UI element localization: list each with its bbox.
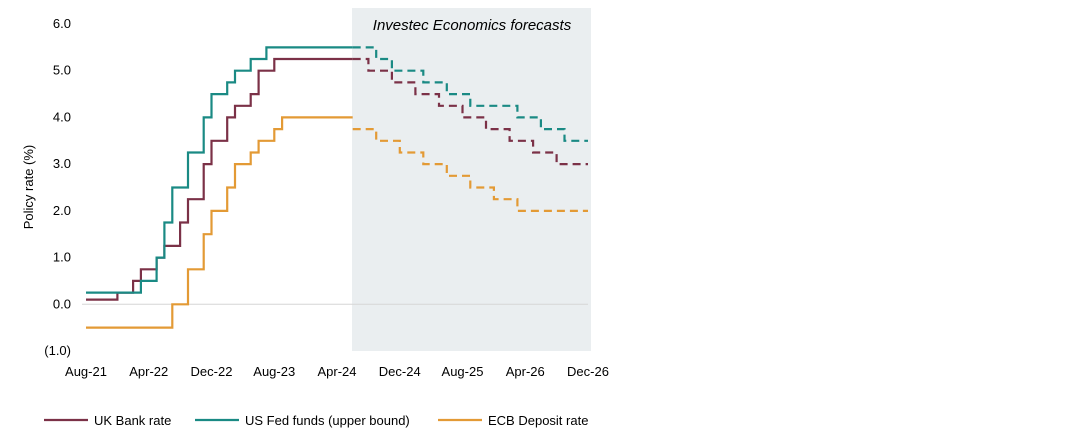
x-tick-label: Apr-26: [506, 364, 545, 379]
series-line-1-forecast: [352, 46, 588, 142]
y-tick-label: 1.0: [53, 250, 71, 265]
y-tick-label: 4.0: [53, 109, 71, 124]
x-tick-label: Dec-24: [379, 364, 421, 379]
series-line-2-historical: [86, 116, 353, 329]
x-tick-label: Aug-25: [442, 364, 484, 379]
legend-label-0: UK Bank rate: [94, 413, 171, 428]
x-tick-label: Aug-23: [253, 364, 295, 379]
x-tick-label: Dec-26: [567, 364, 609, 379]
x-tick-label: Apr-24: [317, 364, 356, 379]
y-tick-label: 2.0: [53, 203, 71, 218]
series-line-0-forecast: [352, 57, 588, 166]
y-tick-label: 3.0: [53, 156, 71, 171]
legend: UK Bank rate US Fed funds (upper bound) EC…: [44, 413, 588, 428]
x-tick-label: Dec-22: [191, 364, 233, 379]
series-line-2-forecast: [352, 128, 588, 212]
series-line-0-historical: [86, 57, 353, 301]
y-tick-label: 0.0: [53, 296, 71, 311]
forecast-label: Investec Economics forecasts: [373, 17, 572, 34]
y-tick-label: 5.0: [53, 63, 71, 78]
y-tick-label: 6.0: [53, 16, 71, 31]
legend-label-1: US Fed funds (upper bound): [245, 413, 410, 428]
legend-label-2: ECB Deposit rate: [488, 413, 588, 428]
series-line-1-historical: [86, 46, 353, 294]
y-axis-title: Policy rate (%): [21, 145, 36, 230]
x-tick-label: Aug-21: [65, 364, 107, 379]
x-tick-label: Apr-22: [129, 364, 168, 379]
y-tick-label: (1.0): [44, 343, 71, 358]
